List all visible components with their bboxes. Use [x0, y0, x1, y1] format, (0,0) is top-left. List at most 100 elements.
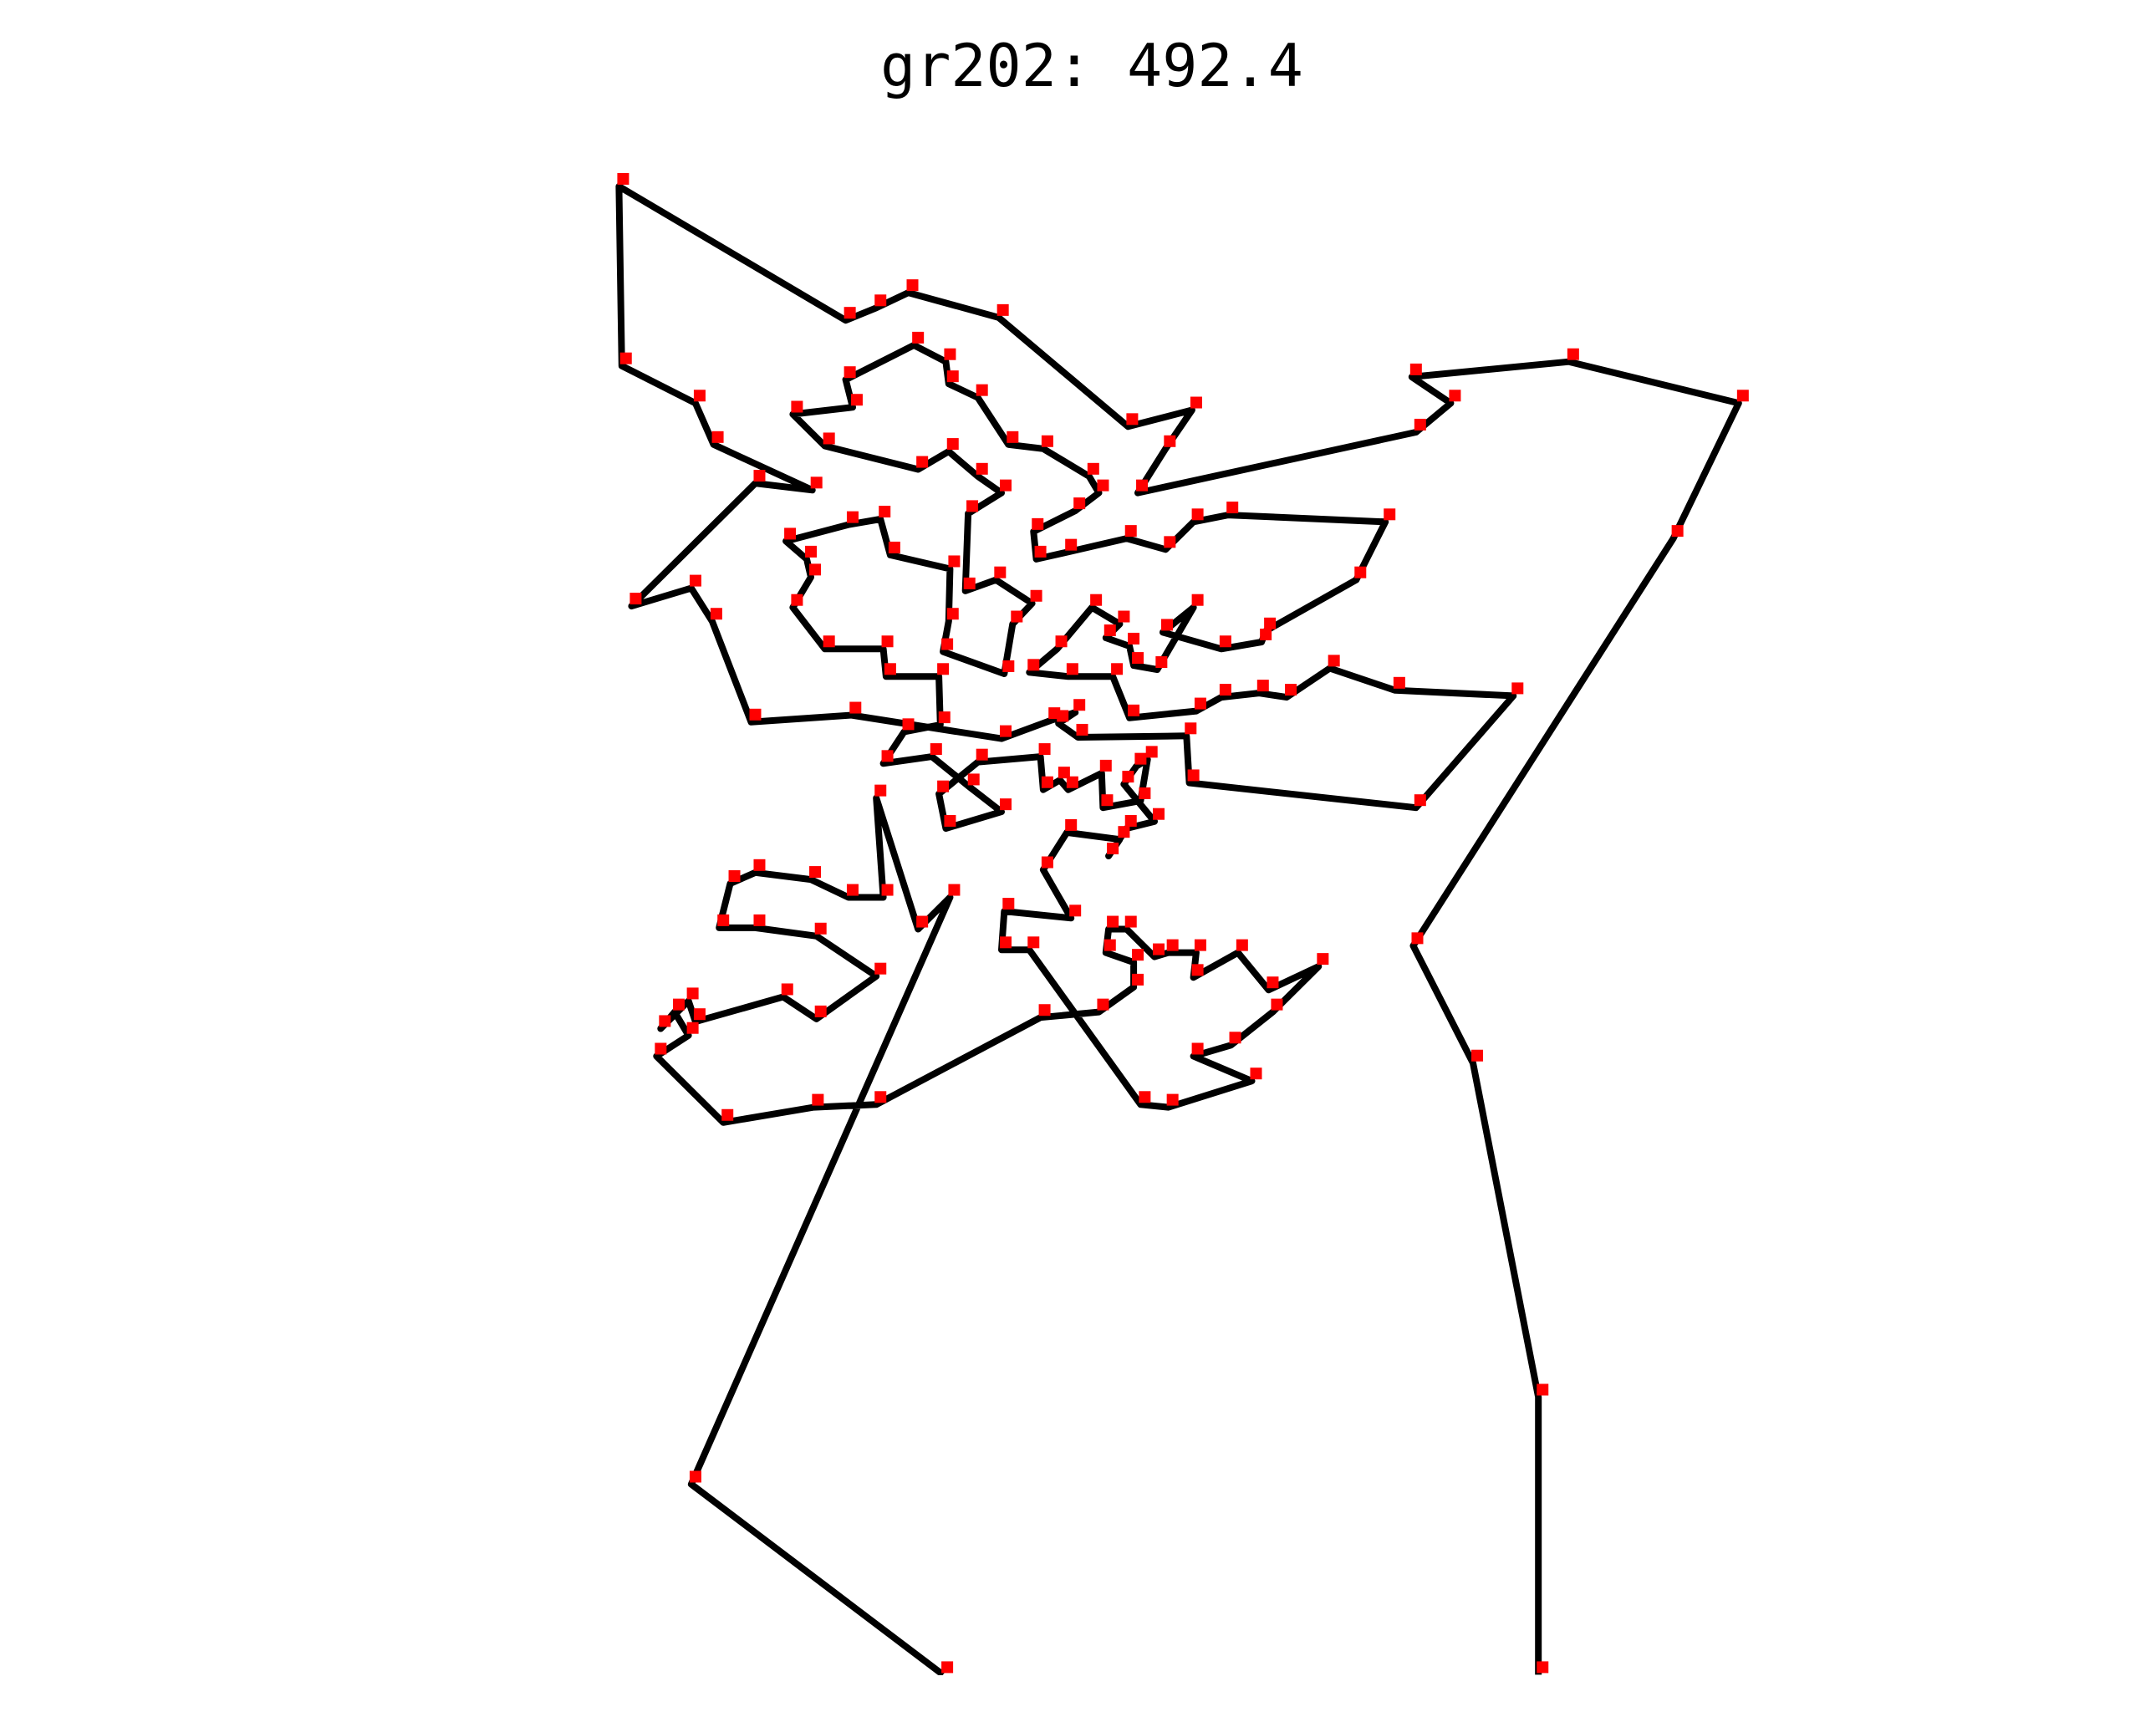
city-marker — [1194, 697, 1206, 710]
city-marker — [1073, 699, 1086, 711]
city-marker — [994, 566, 1007, 578]
city-marker — [916, 915, 929, 928]
city-marker — [814, 922, 827, 935]
city-marker — [1164, 536, 1176, 548]
city-marker — [1153, 943, 1165, 955]
city-marker — [999, 725, 1012, 737]
city-marker — [846, 511, 859, 523]
city-marker — [693, 1008, 706, 1021]
city-marker — [1128, 704, 1140, 716]
city-marker — [1032, 517, 1044, 530]
city-marker — [812, 1093, 824, 1106]
plot-area — [615, 172, 1749, 1675]
city-marker — [948, 555, 961, 568]
city-marker — [1041, 776, 1053, 788]
city-marker — [1097, 479, 1109, 492]
city-marker — [1124, 525, 1137, 538]
city-marker — [1226, 502, 1239, 514]
city-marker — [1160, 619, 1173, 631]
city-marker — [809, 866, 822, 879]
city-marker — [1139, 1091, 1151, 1103]
city-marker — [1107, 915, 1119, 928]
city-marker — [999, 479, 1012, 492]
city-marker — [749, 708, 762, 721]
city-marker — [809, 563, 822, 576]
city-marker — [823, 635, 835, 648]
city-marker — [850, 394, 863, 406]
city-marker — [1066, 776, 1078, 788]
city-marker — [784, 527, 797, 540]
city-marker — [874, 962, 887, 975]
city-marker — [844, 307, 856, 319]
city-marker — [1126, 413, 1139, 425]
city-marker — [686, 987, 699, 1000]
city-marker — [791, 400, 803, 413]
city-marker — [1166, 1093, 1179, 1106]
city-marker — [1027, 936, 1040, 949]
city-marker — [686, 1022, 699, 1034]
city-marker — [1124, 814, 1137, 827]
city-marker — [1511, 682, 1524, 695]
city-marker — [1065, 538, 1078, 551]
city-marker — [1101, 794, 1114, 807]
city-marker — [1256, 680, 1269, 692]
city-marker — [1027, 659, 1040, 671]
city-marker — [1414, 794, 1426, 807]
city-marker — [879, 506, 891, 518]
city-marker — [946, 608, 959, 620]
city-marker — [1449, 390, 1461, 402]
city-marker — [1393, 676, 1405, 689]
city-marker — [849, 701, 862, 714]
city-marker — [963, 577, 976, 589]
city-marker — [1187, 769, 1200, 782]
city-marker — [1034, 545, 1047, 558]
city-marker — [999, 936, 1012, 949]
city-marker — [1128, 632, 1140, 645]
city-marker — [966, 500, 979, 512]
city-marker — [1191, 964, 1204, 976]
city-marker — [1409, 363, 1422, 375]
city-marker — [617, 172, 629, 185]
city-marker — [1191, 508, 1204, 521]
city-marker — [1066, 663, 1078, 675]
city-marker — [823, 432, 835, 445]
city-marker — [1058, 767, 1070, 779]
city-marker — [1124, 915, 1137, 928]
city-marker — [1097, 998, 1109, 1011]
city-marker — [1166, 939, 1179, 951]
tour-line — [615, 183, 1742, 1675]
city-marker — [753, 914, 766, 926]
city-marker — [753, 859, 766, 871]
city-marker — [1471, 1049, 1484, 1062]
city-marker — [881, 750, 894, 762]
city-marker — [906, 279, 919, 292]
city-marker — [930, 743, 942, 756]
city-marker — [844, 366, 856, 379]
city-marker — [659, 1015, 671, 1027]
city-marker — [805, 545, 818, 558]
city-marker — [655, 1042, 667, 1055]
city-marker — [1136, 479, 1149, 492]
city-marker — [1099, 759, 1112, 772]
city-marker — [1671, 525, 1684, 538]
city-marker — [1090, 594, 1103, 606]
city-marker — [1354, 566, 1367, 578]
city-marker — [938, 711, 951, 724]
city-marker — [1065, 818, 1078, 831]
city-marker — [1236, 939, 1248, 951]
city-marker — [1007, 431, 1019, 443]
city-marker — [1537, 1383, 1549, 1396]
city-marker — [1194, 939, 1206, 951]
city-marker — [1260, 629, 1272, 640]
city-marker — [1118, 610, 1130, 623]
city-marker — [1317, 953, 1329, 966]
city-marker — [1185, 722, 1197, 735]
city-marker — [946, 370, 959, 383]
city-marker — [967, 773, 980, 786]
city-marker — [1153, 808, 1165, 820]
city-marker — [1134, 752, 1147, 765]
city-marker — [1736, 390, 1749, 402]
city-marker — [689, 1470, 701, 1483]
